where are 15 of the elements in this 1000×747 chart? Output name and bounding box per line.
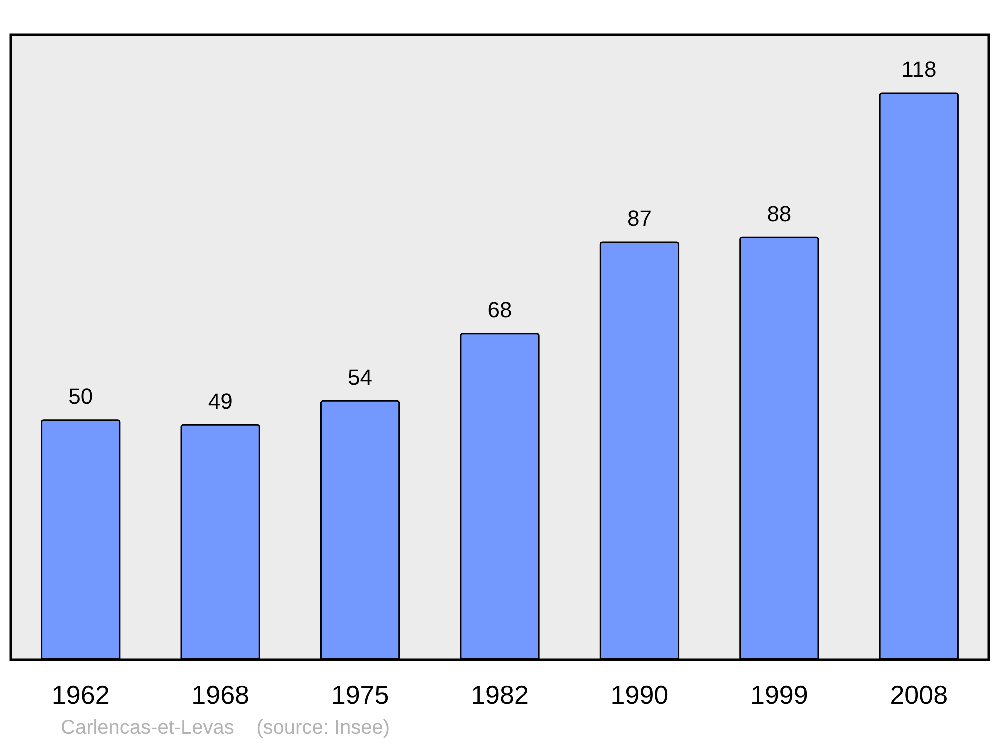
data-label: 118	[902, 57, 937, 82]
data-label: 68	[488, 298, 512, 323]
data-label: 49	[208, 388, 233, 414]
x-tick-label: 1968	[192, 680, 250, 710]
x-tick-label: 1962	[52, 680, 110, 710]
text: Carlencas-et-Levas (source: Insee)	[61, 717, 390, 739]
data-label: 88	[767, 201, 792, 226]
x-tick-label: 1999	[750, 680, 808, 710]
x-tick-label: 1990	[610, 680, 669, 710]
x-tick-label: 2008	[890, 680, 948, 710]
x-tick-label: 1975	[331, 680, 390, 710]
x-tick-label: 1982	[471, 680, 529, 710]
data-label: 87	[627, 206, 652, 232]
data-label: 50	[68, 384, 94, 410]
data-label: 54	[348, 364, 373, 390]
